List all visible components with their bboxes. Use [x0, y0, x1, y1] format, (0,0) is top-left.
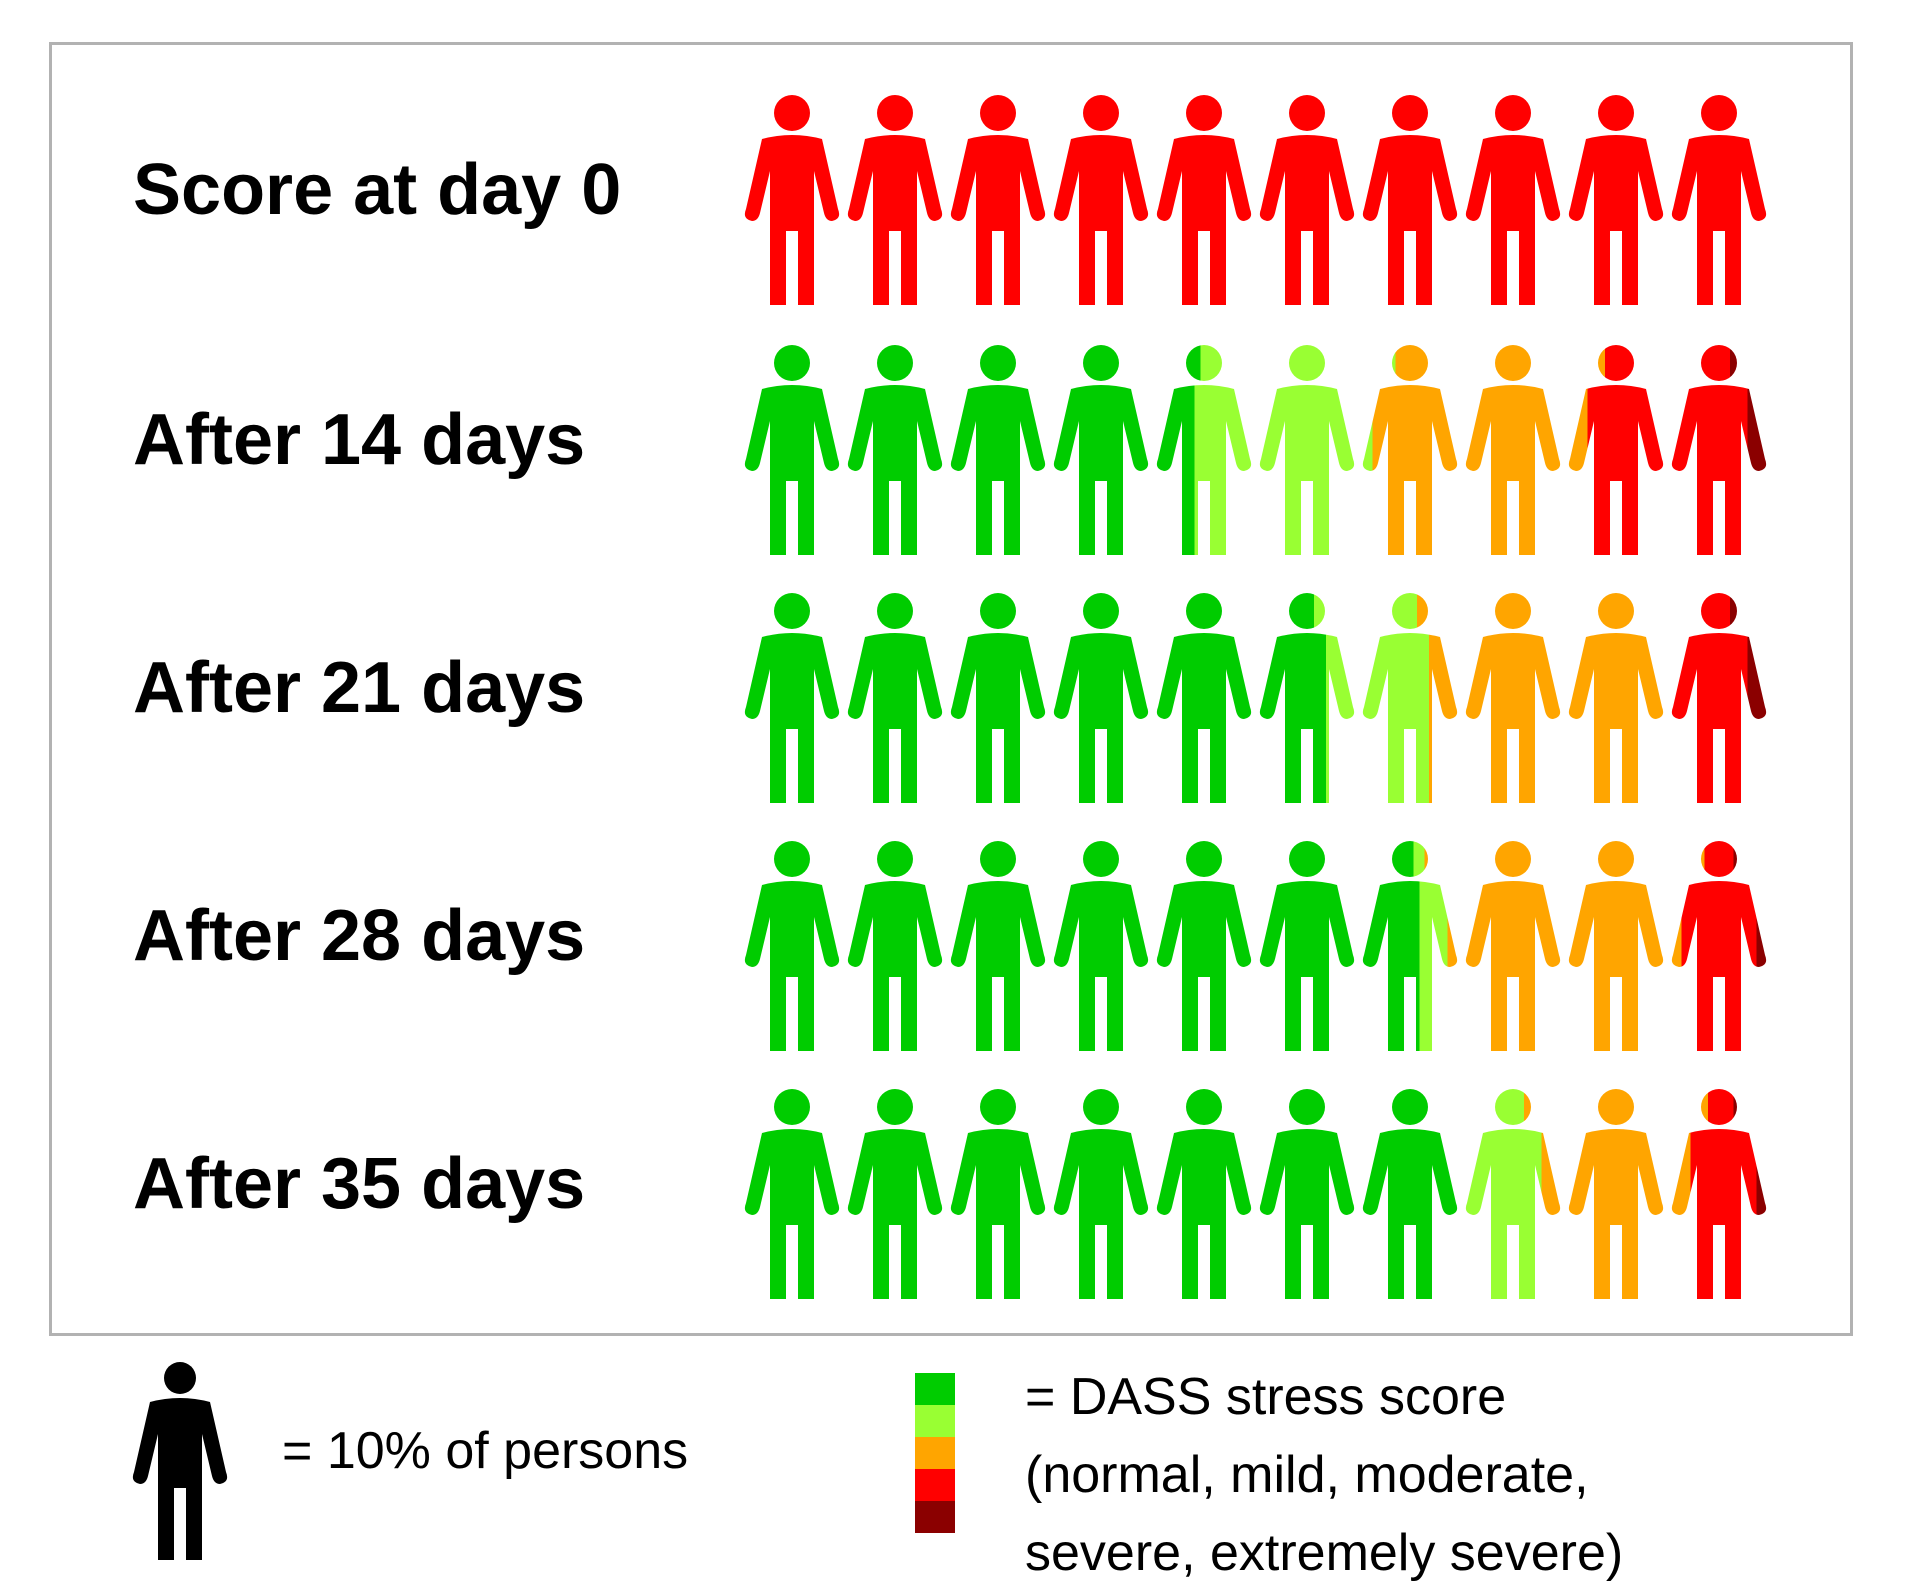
person-mark — [744, 95, 840, 305]
person-mark — [847, 1089, 943, 1299]
person-mark — [1156, 345, 1252, 555]
person-mark — [1156, 593, 1252, 803]
row-label-28-days: After 28 days — [133, 896, 586, 976]
person-mark — [1053, 593, 1149, 803]
person-mark — [1568, 593, 1664, 803]
person-mark — [1465, 841, 1561, 1051]
person-mark — [950, 95, 1046, 305]
person-mark — [1156, 95, 1252, 305]
person-mark — [1362, 841, 1458, 1051]
person-mark — [1568, 1089, 1664, 1299]
person-mark — [1465, 95, 1561, 305]
person-icon — [132, 1362, 228, 1560]
row-label-14-days: After 14 days — [133, 400, 586, 480]
person-mark — [1053, 1089, 1149, 1299]
person-mark — [1156, 841, 1252, 1051]
person-mark — [744, 841, 840, 1051]
person-mark — [1362, 1089, 1458, 1299]
row-label-35-days: After 35 days — [133, 1144, 586, 1224]
person-mark — [1671, 95, 1767, 305]
person-mark — [1671, 1089, 1767, 1299]
legend-score-line-2: (normal, mild, moderate, — [1025, 1446, 1589, 1504]
person-mark — [1362, 95, 1458, 305]
person-mark — [1465, 593, 1561, 803]
person-mark — [950, 345, 1046, 555]
person-mark — [847, 593, 943, 803]
legend-swatches — [915, 1373, 955, 1533]
row-label-day-0: Score at day 0 — [133, 150, 622, 230]
person-mark — [847, 345, 943, 555]
person-mark — [1259, 1089, 1355, 1299]
legend-score-line-3: severe, extremely severe) — [1025, 1524, 1624, 1582]
swatch-mild — [915, 1405, 955, 1437]
swatch-severe — [915, 1469, 955, 1501]
person-mark — [1259, 345, 1355, 555]
person-mark — [1053, 95, 1149, 305]
legend-person-text: = 10% of persons — [282, 1422, 689, 1480]
person-mark — [1671, 345, 1767, 555]
row-label-21-days: After 21 days — [133, 648, 586, 728]
person-mark — [1671, 841, 1767, 1051]
person-mark — [744, 345, 840, 555]
person-mark — [1465, 1089, 1561, 1299]
swatch-extremely-severe — [915, 1501, 955, 1533]
person-mark — [1568, 95, 1664, 305]
person-mark — [1053, 345, 1149, 555]
person-mark — [950, 841, 1046, 1051]
person-mark — [1156, 1089, 1252, 1299]
swatch-moderate — [915, 1437, 955, 1469]
person-mark — [950, 1089, 1046, 1299]
person-mark — [1259, 593, 1355, 803]
swatch-normal — [915, 1373, 955, 1405]
person-mark — [847, 95, 943, 305]
person-mark — [1362, 593, 1458, 803]
person-mark — [744, 1089, 840, 1299]
person-mark — [1362, 345, 1458, 555]
person-mark — [1671, 593, 1767, 803]
legend-score-line-1: = DASS stress score — [1025, 1368, 1507, 1426]
person-mark — [1259, 95, 1355, 305]
person-mark — [847, 841, 943, 1051]
person-mark — [1053, 841, 1149, 1051]
person-mark — [950, 593, 1046, 803]
person-mark — [744, 593, 840, 803]
person-mark — [1568, 345, 1664, 555]
person-mark — [1568, 841, 1664, 1051]
person-mark — [1465, 345, 1561, 555]
person-mark — [1259, 841, 1355, 1051]
